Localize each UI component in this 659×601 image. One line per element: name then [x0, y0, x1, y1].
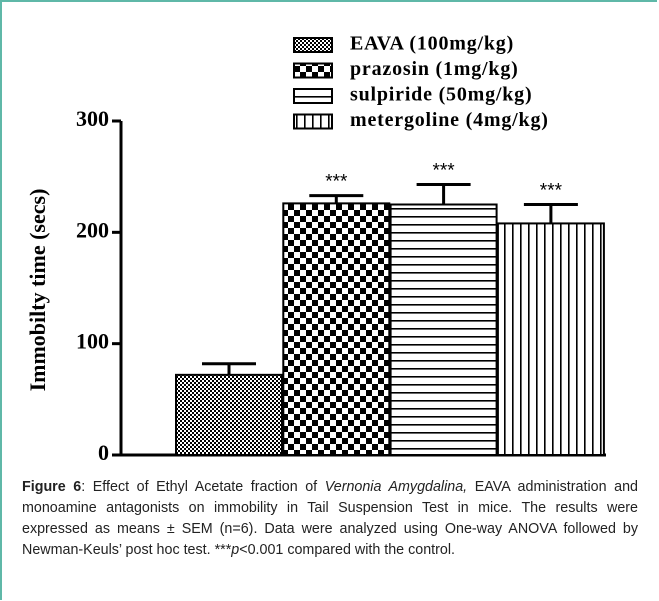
y-tick-label: 200 [76, 217, 109, 242]
y-tick-label: 300 [76, 106, 109, 131]
caption-text: : Effect of Ethyl Acetate fraction of [81, 479, 325, 495]
significance: *** [433, 160, 456, 181]
legend-swatch [293, 62, 333, 79]
significance: *** [325, 172, 348, 193]
caption-text: <0.001 compared with the control. [239, 542, 455, 558]
significance: *** [540, 181, 563, 202]
legend-label: metergoline (4mg/kg) [350, 109, 549, 131]
bar [389, 203, 498, 456]
legend-swatch [293, 88, 333, 104]
legend-label: EAVA (100mg/kg) [350, 33, 514, 55]
y-tick-label: 100 [76, 329, 109, 354]
bar [282, 202, 391, 456]
y-tick-label: 0 [98, 440, 109, 465]
caption-species: Vernonia Amygdalina, [324, 479, 468, 495]
caption-text: *** [214, 542, 232, 558]
caption-text: EAVA administration and monoamine antago… [22, 479, 638, 558]
legend-label: prazosin (1mg/kg) [350, 58, 519, 80]
chart: Immobilty time (secs) 0 100 200 300 EAVA (10… [25, 33, 606, 465]
caption-p: p [231, 542, 240, 558]
bar [496, 222, 605, 456]
legend-label: sulpiride (50mg/kg) [350, 84, 532, 106]
y-axis-label: Immobilty time (secs) [25, 189, 50, 392]
legend-swatch [293, 37, 333, 53]
caption: Figure 6: Effect of Ethyl Acetate fracti… [22, 477, 638, 561]
legend-swatch [293, 113, 333, 130]
caption-label: Figure 6 [22, 479, 82, 495]
bar [175, 373, 283, 456]
